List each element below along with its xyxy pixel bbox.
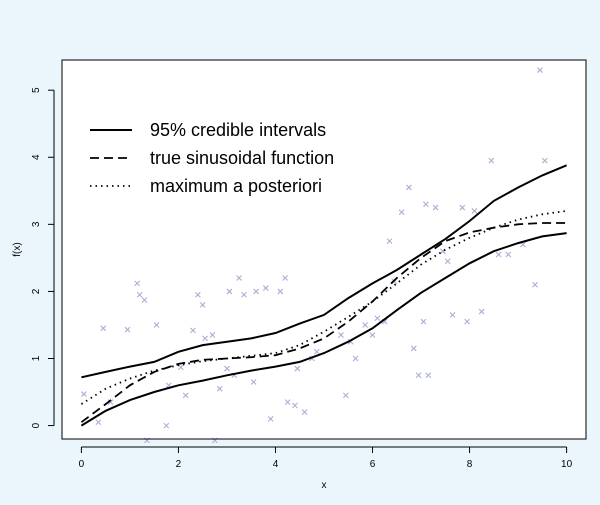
x-tick-label: 0 bbox=[79, 459, 85, 470]
data-point bbox=[284, 399, 291, 405]
data-point bbox=[267, 415, 274, 422]
line-series bbox=[80, 164, 567, 427]
data-point bbox=[532, 281, 538, 288]
data-point bbox=[294, 365, 301, 372]
x-tick-label: 6 bbox=[370, 459, 376, 470]
data-point bbox=[124, 326, 131, 333]
data-point bbox=[253, 288, 259, 295]
data-point bbox=[505, 251, 512, 258]
data-point bbox=[444, 258, 451, 265]
data-point bbox=[422, 201, 429, 208]
y-tick-label: 0 bbox=[31, 422, 42, 428]
y-tick-label: 3 bbox=[31, 221, 42, 227]
data-point bbox=[301, 409, 308, 416]
data-point bbox=[374, 315, 381, 322]
data-point bbox=[420, 318, 427, 325]
data-point bbox=[182, 392, 189, 399]
data-point bbox=[95, 419, 102, 426]
data-point bbox=[464, 318, 471, 325]
legend-label: 95% credible intervals bbox=[150, 120, 326, 140]
data-point bbox=[250, 379, 257, 385]
data-point bbox=[262, 285, 269, 291]
data-point bbox=[478, 308, 485, 315]
data-point bbox=[415, 372, 422, 379]
data-point bbox=[406, 184, 412, 191]
data-point bbox=[338, 332, 344, 338]
data-point bbox=[226, 288, 233, 295]
data-point bbox=[541, 157, 548, 164]
data-point bbox=[80, 391, 87, 397]
data-point bbox=[107, 399, 114, 405]
data-point bbox=[236, 275, 242, 281]
data-point bbox=[410, 345, 417, 352]
data-point bbox=[190, 327, 196, 334]
series-line-4 bbox=[80, 210, 567, 405]
series-line-1 bbox=[81, 164, 567, 379]
data-point bbox=[313, 348, 320, 355]
data-point bbox=[362, 322, 369, 328]
data-point bbox=[488, 157, 495, 164]
data-point bbox=[471, 208, 478, 214]
data-point bbox=[282, 275, 289, 281]
data-point bbox=[163, 422, 170, 429]
data-point bbox=[352, 355, 359, 362]
data-point bbox=[459, 204, 466, 211]
data-point bbox=[202, 335, 209, 342]
scatter-points bbox=[80, 67, 548, 444]
axes: 0 2 4 6 8 10 0 1 2 3 4 5 x f(x) bbox=[12, 87, 573, 491]
data-point bbox=[216, 385, 223, 392]
data-point bbox=[136, 291, 143, 298]
data-point bbox=[141, 297, 148, 304]
data-point bbox=[369, 332, 376, 338]
legend: 95% credible intervals true sinusoidal fu… bbox=[90, 120, 334, 196]
data-point bbox=[291, 402, 298, 409]
data-point bbox=[199, 301, 206, 308]
y-tick-label: 2 bbox=[31, 288, 42, 294]
series-line-2 bbox=[80, 232, 567, 427]
plot-area bbox=[62, 60, 586, 439]
data-point bbox=[194, 291, 201, 298]
data-point bbox=[495, 251, 502, 258]
data-point bbox=[537, 67, 543, 73]
data-point bbox=[224, 365, 230, 372]
data-point bbox=[425, 372, 432, 379]
data-point bbox=[398, 209, 405, 216]
y-tick-label: 4 bbox=[31, 154, 42, 160]
x-tick-label: 8 bbox=[467, 459, 473, 470]
data-point bbox=[100, 325, 107, 332]
data-point bbox=[386, 238, 393, 245]
x-axis-title: x bbox=[322, 480, 327, 491]
data-point bbox=[134, 280, 141, 287]
x-tick-label: 4 bbox=[273, 459, 279, 470]
legend-label: maximum a posteriori bbox=[150, 176, 322, 196]
x-tick-label: 10 bbox=[561, 459, 573, 470]
data-point bbox=[153, 322, 160, 328]
y-tick-label: 5 bbox=[31, 87, 42, 93]
data-point bbox=[432, 204, 439, 211]
legend-label: true sinusoidal function bbox=[150, 148, 334, 168]
data-point bbox=[449, 312, 456, 318]
y-axis-title: f(x) bbox=[12, 242, 23, 256]
data-point bbox=[277, 288, 284, 295]
data-point bbox=[342, 392, 349, 399]
x-tick-label: 2 bbox=[176, 459, 182, 470]
data-point bbox=[241, 291, 247, 298]
y-tick-label: 1 bbox=[31, 355, 42, 361]
data-point bbox=[209, 332, 216, 338]
data-point bbox=[177, 364, 184, 371]
plot-frame bbox=[61, 59, 587, 440]
